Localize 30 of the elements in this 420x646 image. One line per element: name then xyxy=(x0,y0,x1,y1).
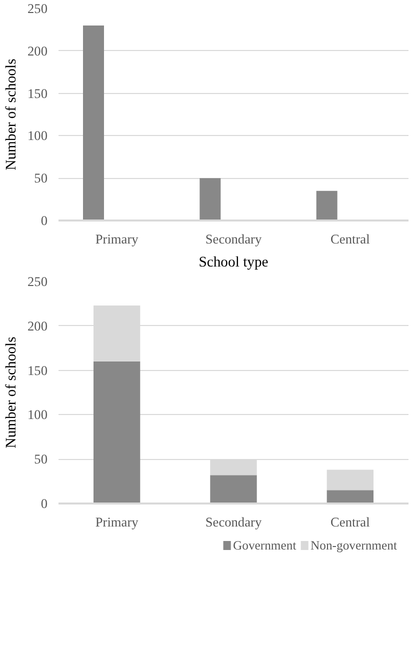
y-tick-label: 100 xyxy=(28,407,48,422)
x-axis-title: School type xyxy=(198,254,268,270)
legend-label: Non-government xyxy=(310,538,398,552)
y-tick-label: 50 xyxy=(34,170,48,186)
y-tick-label: 50 xyxy=(34,452,48,467)
y-axis-title: Number of schools xyxy=(4,58,20,170)
y-tick-label: 200 xyxy=(28,43,48,58)
y-tick-label: 200 xyxy=(28,318,48,334)
y-tick-label: 150 xyxy=(28,86,48,101)
bar xyxy=(316,190,338,220)
y-axis-title: Number of schools xyxy=(4,336,20,448)
x-tick-label: Central xyxy=(330,514,370,530)
bar xyxy=(200,178,221,220)
x-tick-label: Primary xyxy=(95,232,139,246)
x-tick-label: Central xyxy=(330,232,370,246)
y-tick-label: 0 xyxy=(40,213,48,228)
bar xyxy=(83,25,104,220)
y-tick-label: 0 xyxy=(40,496,48,511)
x-tick-label: Secondary xyxy=(205,514,262,530)
bar xyxy=(94,361,140,504)
bar xyxy=(326,470,374,490)
x-tick-label: Primary xyxy=(95,514,139,530)
x-tick-label: Secondary xyxy=(205,232,262,246)
legend-label: Government xyxy=(232,538,297,552)
y-tick-label: 100 xyxy=(28,128,48,144)
bar xyxy=(210,475,257,504)
y-tick-label: 150 xyxy=(28,362,48,378)
bar xyxy=(326,490,374,504)
y-tick-label: 250 xyxy=(28,274,48,289)
y-tick-label: 250 xyxy=(28,1,48,16)
